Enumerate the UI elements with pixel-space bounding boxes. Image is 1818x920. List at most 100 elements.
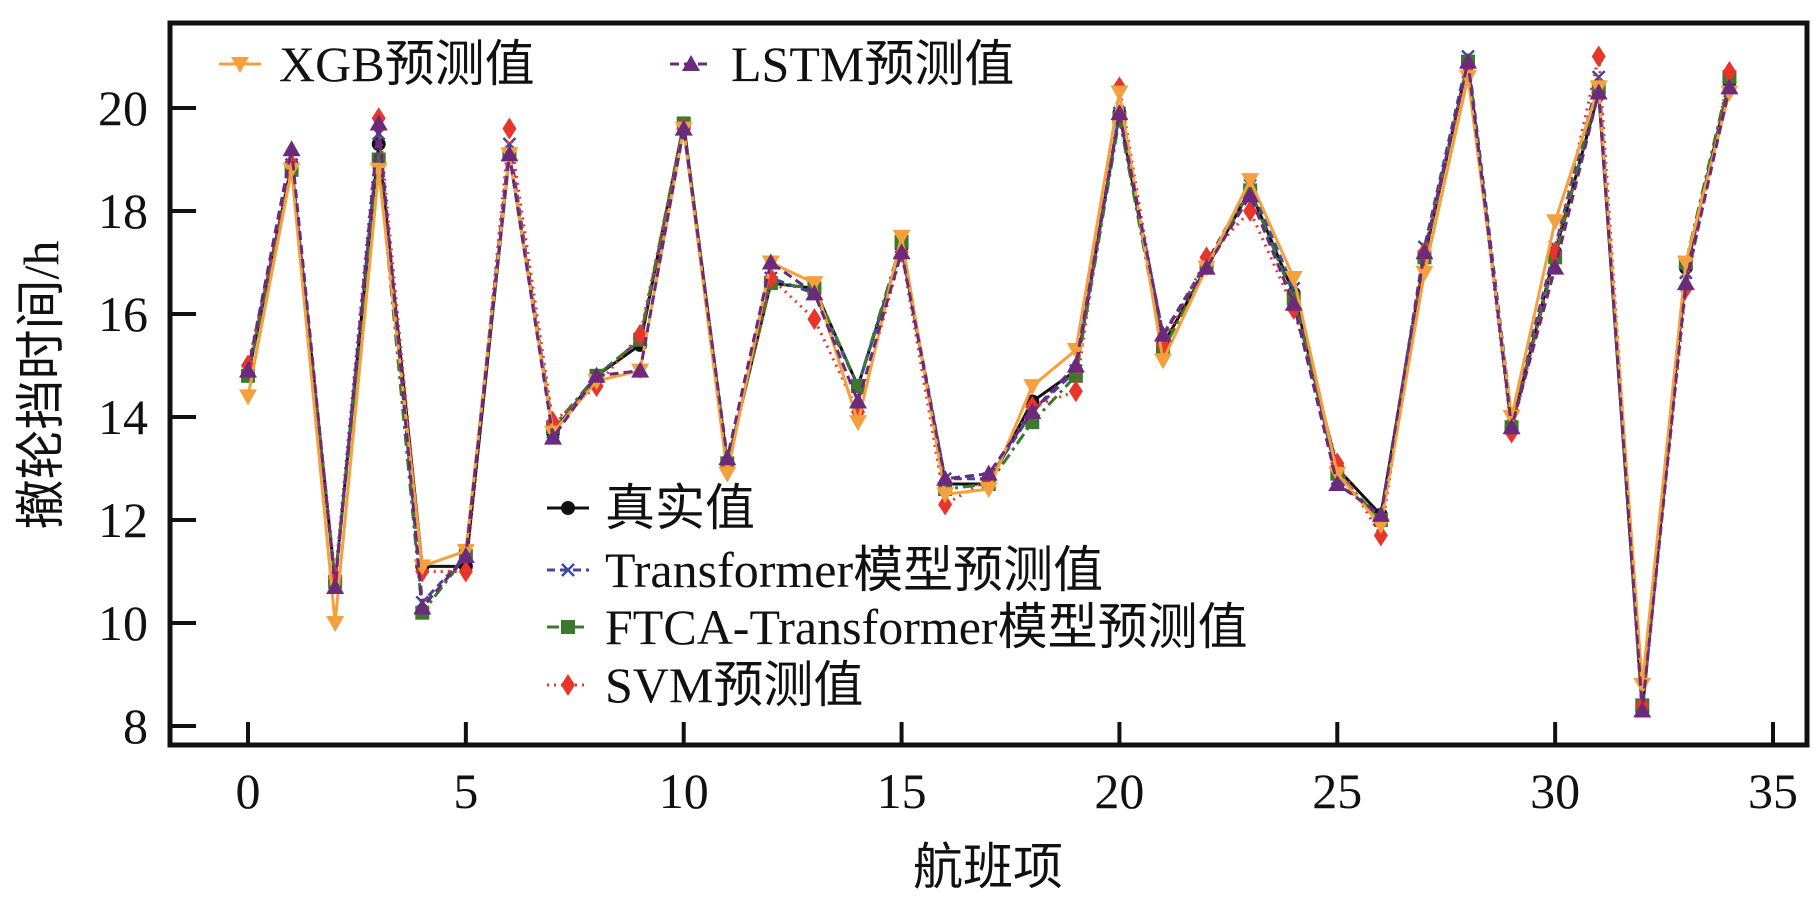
series-line (246, 61, 1731, 711)
data-point (718, 449, 737, 466)
data-point (369, 114, 388, 131)
legend-entry: Transformer模型预测值 (547, 542, 1103, 598)
data-point (1371, 518, 1390, 535)
data-point (1284, 294, 1303, 311)
data-point (1066, 356, 1085, 373)
legend-label: LSTM预测值 (731, 36, 1014, 92)
data-point (1459, 52, 1477, 69)
x-tick-label: 30 (1530, 763, 1580, 819)
legend-label: SVM预测值 (605, 657, 863, 713)
data-point (938, 493, 953, 516)
data-point (761, 253, 780, 270)
data-point (1548, 241, 1563, 264)
y-tick-label: 8 (123, 698, 148, 754)
data-point (1502, 418, 1521, 435)
data-point (1633, 677, 1652, 694)
data-point (1589, 83, 1608, 100)
data-point (1546, 214, 1565, 231)
data-point (413, 598, 432, 615)
legend-marker (682, 55, 700, 71)
data-point (1591, 45, 1606, 68)
legend-label: XGB预测值 (279, 36, 535, 92)
data-point (807, 308, 822, 331)
data-point (674, 119, 693, 136)
data-point (631, 361, 650, 378)
legend-marker (561, 674, 575, 696)
data-point (979, 464, 998, 481)
data-point (936, 469, 955, 486)
x-tick-label: 5 (453, 763, 478, 819)
data-point (1633, 701, 1652, 718)
data-point (1415, 265, 1434, 282)
data-point (1415, 243, 1434, 260)
y-tick-label: 18 (98, 183, 148, 239)
legend-marker (561, 563, 575, 577)
data-point (892, 229, 911, 246)
legend-marker (231, 57, 249, 73)
data-point (502, 117, 517, 140)
data-point (1720, 78, 1739, 95)
data-point (458, 560, 473, 583)
x-tick-label: 15 (877, 763, 927, 819)
plot-frame (167, 20, 1810, 748)
legend-marker (561, 620, 575, 634)
legend-entry: 真实值 (547, 480, 755, 536)
legend-marker (561, 501, 575, 515)
legend-label: Transformer模型预测值 (605, 542, 1103, 598)
data-point (239, 389, 257, 406)
legend-entry: XGB预测值 (219, 36, 535, 92)
y-tick-label: 10 (98, 595, 148, 651)
data-point (805, 284, 824, 301)
legend-label: FTCA-Transformer模型预测值 (605, 599, 1248, 655)
data-point (849, 392, 867, 409)
data-point (849, 415, 867, 432)
data-point (239, 361, 257, 378)
data-point (326, 616, 345, 632)
x-tick-label: 25 (1312, 763, 1362, 819)
legend-label: 真实值 (605, 480, 755, 536)
series-5 (239, 52, 1739, 718)
data-point (326, 577, 345, 594)
data-point (1023, 402, 1042, 419)
y-axis-label: 撤轮挡时间/h (13, 241, 69, 530)
data-point (1459, 70, 1477, 87)
y-tick-label: 14 (98, 389, 148, 445)
data-point (1676, 255, 1695, 272)
y-tick-label: 20 (98, 80, 148, 136)
data-point (1241, 186, 1260, 203)
data-point (1023, 379, 1042, 396)
data-point (892, 243, 911, 260)
data-point (282, 162, 301, 179)
x-tick-label: 20 (1094, 763, 1144, 819)
data-point (1328, 474, 1347, 491)
x-axis-label: 航班项 (913, 839, 1063, 895)
data-point (936, 487, 955, 504)
data-point (1197, 258, 1216, 275)
data-point (718, 466, 737, 483)
data-point (369, 162, 388, 179)
data-point (633, 323, 648, 346)
data-point (1546, 258, 1565, 275)
data-point (1241, 173, 1260, 190)
legend-entry: FTCA-Transformer模型预测值 (547, 599, 1248, 655)
legend-entry: LSTM预测值 (670, 36, 1014, 92)
data-point (1284, 270, 1303, 287)
data-point (1110, 104, 1129, 121)
y-tick-label: 12 (98, 492, 148, 548)
data-point (1676, 274, 1695, 291)
data-point (282, 140, 301, 157)
series-layer (239, 45, 1739, 718)
x-tick-label: 35 (1748, 763, 1798, 819)
data-point (1110, 85, 1129, 102)
data-point (544, 428, 562, 445)
data-point (500, 145, 519, 162)
legend-entry: SVM预测值 (547, 657, 863, 713)
data-point (1068, 380, 1083, 403)
x-tick-label: 10 (659, 763, 709, 819)
data-point (1722, 60, 1737, 83)
data-point (805, 276, 824, 293)
data-point (456, 547, 475, 564)
data-point (1154, 325, 1172, 342)
